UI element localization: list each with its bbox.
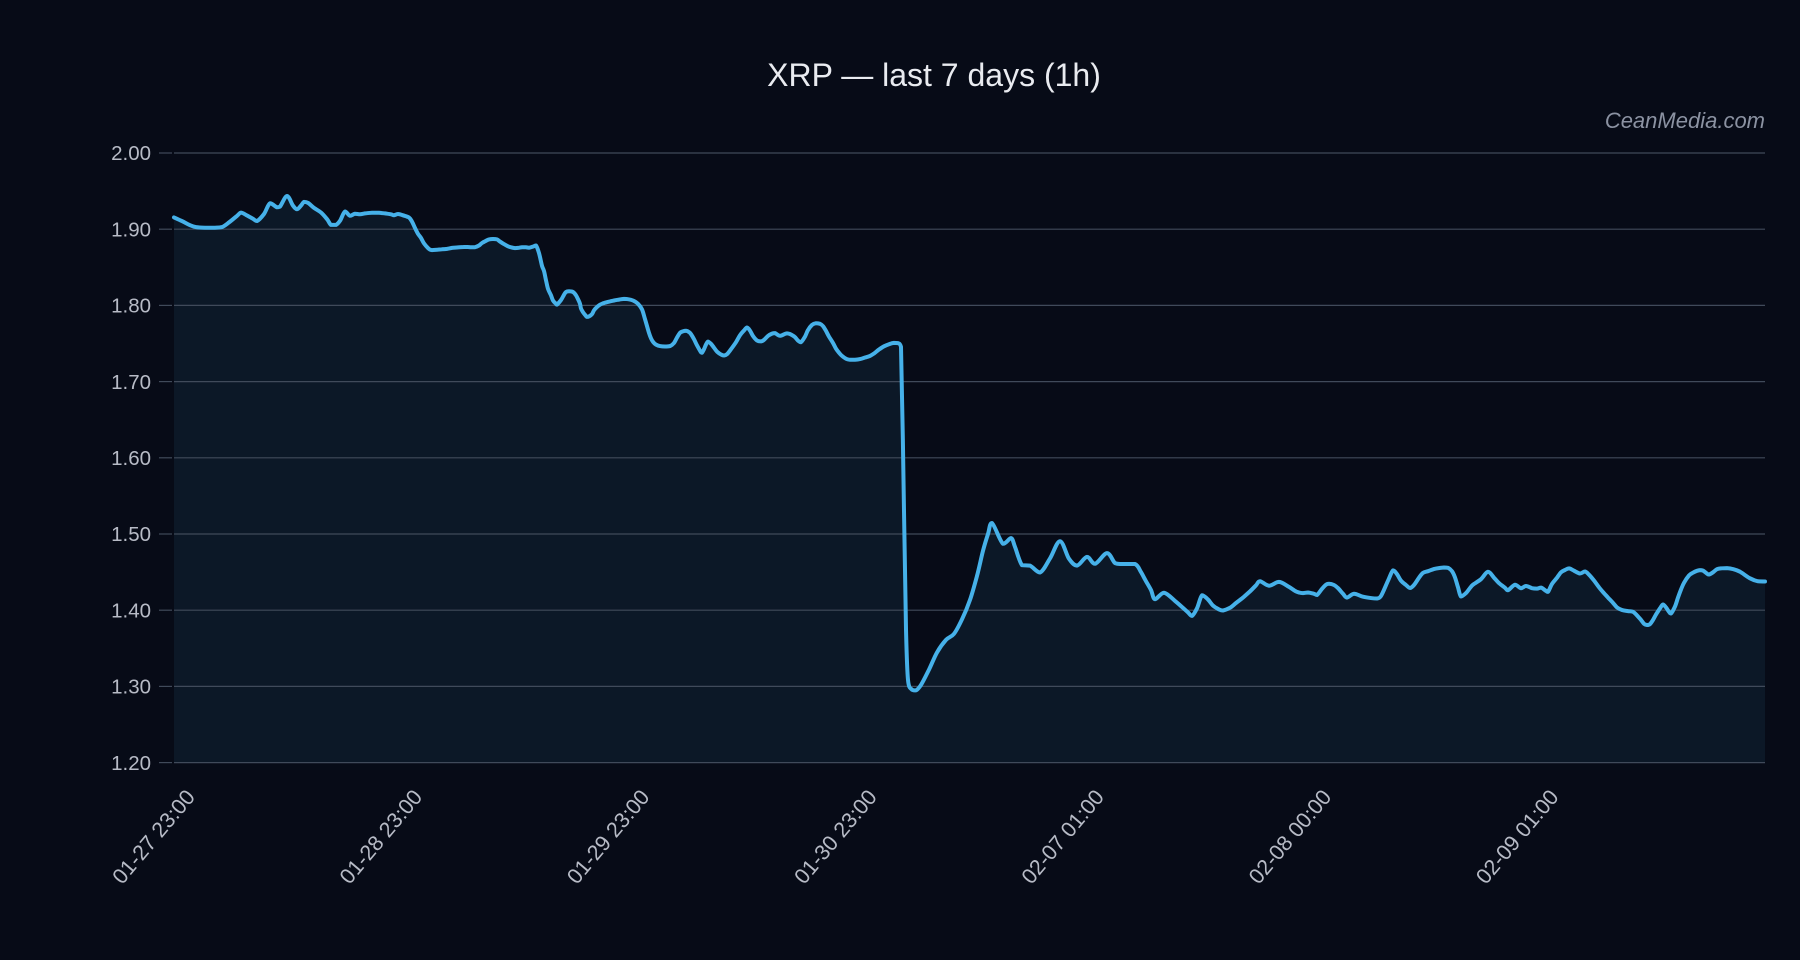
svg-text:1.50: 1.50 (111, 523, 151, 546)
svg-text:CeanMedia.com: CeanMedia.com (1605, 108, 1765, 133)
svg-text:1.30: 1.30 (111, 676, 151, 699)
svg-text:1.90: 1.90 (111, 218, 151, 241)
svg-text:1.40: 1.40 (111, 599, 151, 622)
svg-text:1.20: 1.20 (111, 752, 151, 775)
svg-text:1.70: 1.70 (111, 371, 151, 394)
svg-text:1.60: 1.60 (111, 447, 151, 470)
svg-text:XRP — last 7 days (1h): XRP — last 7 days (1h) (767, 57, 1101, 93)
svg-text:1.80: 1.80 (111, 295, 151, 318)
svg-text:2.00: 2.00 (111, 142, 151, 165)
